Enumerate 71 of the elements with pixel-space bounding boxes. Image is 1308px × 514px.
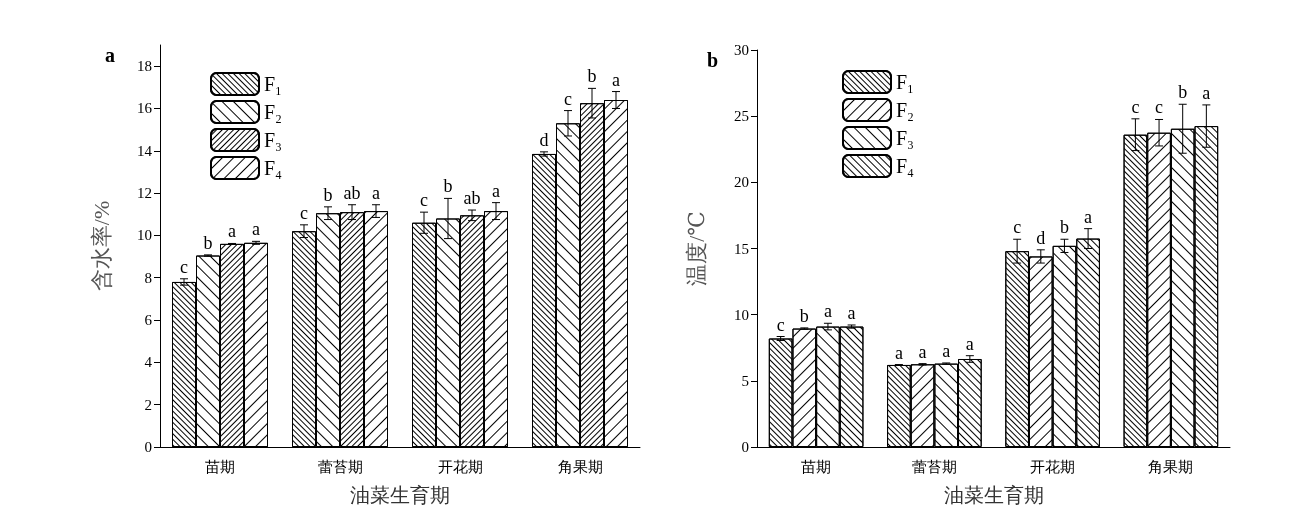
legend-label: F₃: [896, 127, 915, 149]
data-label: a: [1084, 206, 1093, 227]
data-label: b: [203, 232, 213, 253]
data-label: a: [918, 341, 927, 362]
data-label: b: [323, 184, 333, 205]
legend-label: F₄: [896, 155, 915, 177]
data-label: a: [965, 333, 974, 354]
data-label: a: [252, 219, 260, 240]
legend-label: F₂: [896, 99, 915, 121]
chart-title: b: [707, 49, 719, 71]
y-tick-label: 20: [734, 174, 749, 191]
x-tick-label: 角果期: [557, 458, 603, 475]
y-tick-label: 2: [144, 396, 152, 413]
data-label: a: [492, 180, 500, 201]
data-label: c: [564, 88, 572, 109]
y-tick-label: 30: [734, 42, 749, 58]
data-label: a: [1202, 82, 1211, 103]
data-label: c: [1155, 97, 1164, 118]
y-tick-label: 15: [734, 240, 749, 257]
data-label: d: [539, 129, 549, 150]
data-label: c: [180, 256, 188, 277]
data-label: b: [587, 66, 597, 87]
y-tick-label: 6: [144, 312, 153, 329]
x-tick-label: 开花期: [1030, 458, 1076, 475]
x-tick-label: 蕾苔期: [317, 458, 363, 475]
data-label: c: [300, 202, 308, 223]
x-tick-label: 苗期: [205, 458, 235, 475]
x-axis-title: 油菜生育期: [350, 484, 450, 506]
x-tick-label: 角果期: [1148, 458, 1194, 475]
data-label: b: [799, 305, 809, 326]
data-label: a: [372, 182, 380, 203]
data-label: b: [443, 176, 453, 197]
y-tick-label: 5: [741, 372, 749, 389]
data-label: a: [847, 302, 856, 323]
legend-label: F₁: [264, 73, 283, 95]
data-label: b: [1178, 82, 1188, 103]
y-axis-title: 温度/℃: [683, 211, 709, 286]
x-tick-label: 蕾苔期: [911, 458, 957, 475]
data-label: a: [612, 69, 620, 90]
y-axis-title: 含水率/%: [88, 200, 114, 292]
chart-title: a: [105, 44, 115, 66]
y-tick-label: 16: [137, 100, 153, 117]
y-tick-label: 0: [741, 439, 749, 455]
legend-label: F₄: [264, 157, 283, 179]
y-tick-label: 10: [137, 227, 152, 244]
data-label: c: [1131, 96, 1140, 117]
data-label: d: [1036, 227, 1046, 248]
legend-label: F₁: [896, 71, 915, 93]
data-label: b: [1059, 217, 1069, 238]
y-tick-label: 18: [137, 58, 152, 75]
y-tick-label: 10: [734, 306, 749, 323]
y-tick-label: 4: [144, 354, 153, 371]
y-tick-label: 12: [137, 185, 152, 202]
data-label: ab: [343, 182, 361, 203]
data-label: a: [228, 221, 236, 242]
legend-label: F₃: [264, 129, 283, 151]
x-axis-title: 油菜生育期: [943, 484, 1044, 506]
data-label: a: [942, 340, 951, 361]
x-tick-label: 开花期: [437, 458, 483, 475]
legend-label: F₂: [264, 101, 283, 123]
data-label: ab: [463, 188, 481, 209]
y-tick-label: 0: [144, 439, 152, 455]
y-tick-label: 25: [734, 108, 749, 125]
x-tick-label: 苗期: [801, 458, 832, 475]
data-label: a: [823, 301, 832, 322]
y-tick-label: 8: [144, 269, 152, 286]
data-label: c: [776, 314, 785, 335]
data-label: c: [1013, 217, 1022, 238]
data-label: a: [894, 342, 903, 363]
data-label: c: [420, 190, 428, 211]
y-tick-label: 14: [137, 142, 153, 159]
